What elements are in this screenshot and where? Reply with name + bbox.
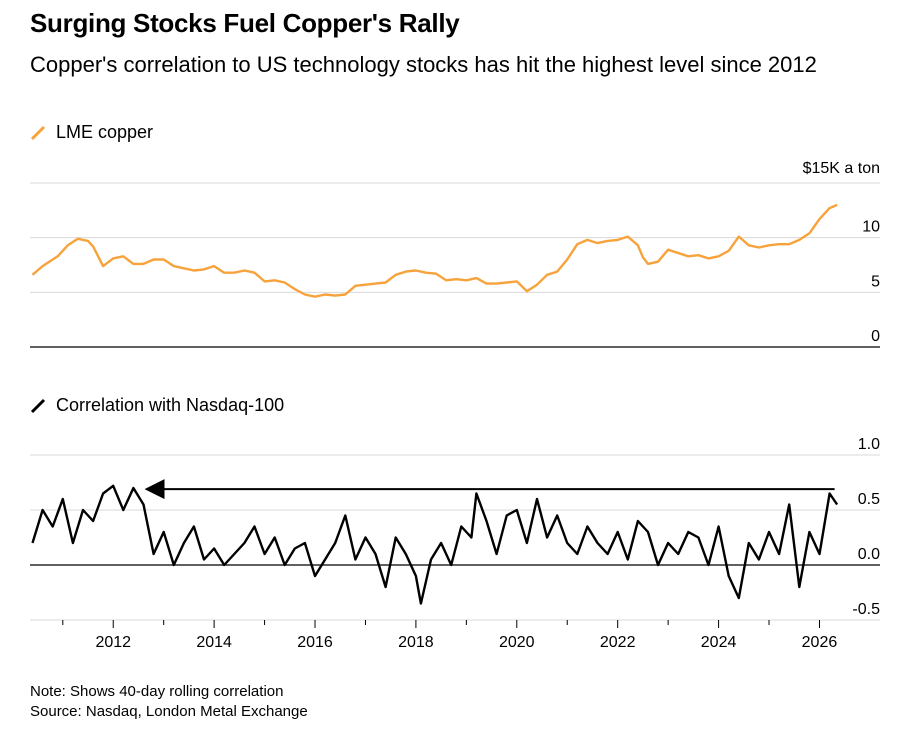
copper-y-tick-label: 10 bbox=[862, 219, 880, 236]
copper-unit-label: $15K a ton bbox=[803, 160, 880, 177]
copper-legend-swatch bbox=[30, 125, 46, 140]
x-tick-label: 2022 bbox=[600, 634, 636, 651]
x-tick-label: 2024 bbox=[701, 634, 737, 651]
copper-legend: LME copper bbox=[30, 122, 153, 143]
x-axis: 2012 2014 2016 2018 2020 2022 2024 2026 bbox=[62, 620, 838, 651]
correlation-legend-label: Correlation with Nasdaq-100 bbox=[56, 395, 285, 415]
chart-subtitle: Copper's correlation to US technology st… bbox=[30, 52, 817, 77]
x-tick-label: 2018 bbox=[398, 634, 434, 651]
source-note: Source: Nasdaq, London Metal Exchange bbox=[30, 703, 308, 720]
correlation-y-tick-label: 0.0 bbox=[858, 546, 880, 563]
x-tick-label: 2012 bbox=[95, 634, 131, 651]
correlation-y-tick-label: -0.5 bbox=[852, 601, 880, 618]
copper-legend-label: LME copper bbox=[56, 122, 154, 142]
copper-y-tick-label: 0 bbox=[871, 328, 880, 345]
x-tick-label: 2016 bbox=[297, 634, 333, 651]
correlation-series-line bbox=[31, 484, 839, 605]
correlation-y-tick-label: 0.5 bbox=[858, 491, 880, 508]
correlation-grid: -0.5 0.0 0.5 1.0 bbox=[30, 436, 880, 621]
chart-title: Surging Stocks Fuel Copper's Rally bbox=[30, 8, 460, 38]
correlation-legend-swatch bbox=[30, 398, 46, 413]
correlation-y-tick-label: 1.0 bbox=[858, 436, 880, 453]
copper-series-line bbox=[31, 203, 838, 298]
x-tick-label: 2026 bbox=[802, 634, 838, 651]
x-tick-label: 2014 bbox=[196, 634, 232, 651]
copper-y-tick-label: 5 bbox=[871, 273, 880, 290]
correlation-legend: Correlation with Nasdaq-100 bbox=[30, 395, 284, 416]
footnote: Note: Shows 40-day rolling correlation bbox=[30, 683, 284, 700]
copper-grid: 0 5 10 bbox=[30, 182, 880, 348]
x-tick-label: 2020 bbox=[499, 634, 535, 651]
